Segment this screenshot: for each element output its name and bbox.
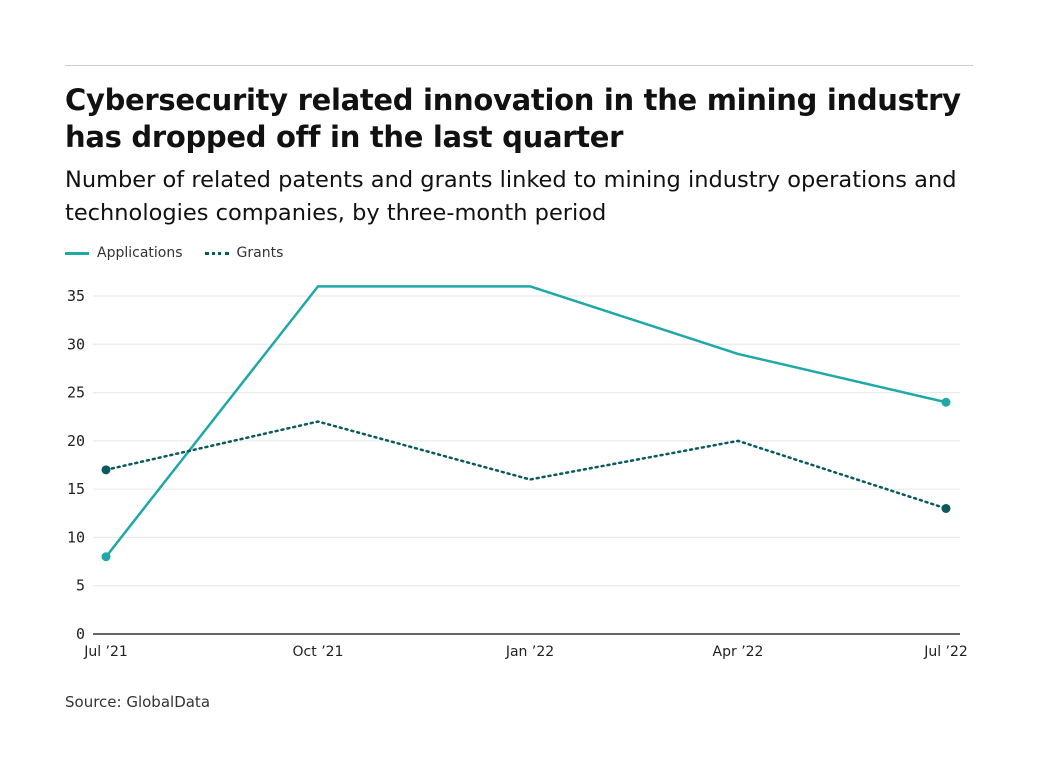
chart-subtitle: Number of related patents and grants lin… xyxy=(65,167,957,226)
legend-grants-label: Grants xyxy=(236,245,284,261)
y-tick-label: 25 xyxy=(67,384,85,402)
x-tick-label: Oct ’21 xyxy=(293,644,344,660)
x-tick-label: Jan ’22 xyxy=(505,644,554,660)
y-tick-label: 30 xyxy=(67,335,85,353)
data-point-applications xyxy=(101,552,111,562)
source-note: Source: GlobalData xyxy=(65,693,211,711)
y-tick-label: 15 xyxy=(67,480,85,498)
data-point-grants xyxy=(101,465,111,475)
top-rule xyxy=(65,65,973,66)
legend-grants-swatch xyxy=(204,251,229,255)
legend-applications-swatch xyxy=(65,251,89,255)
y-tick-label: 5 xyxy=(76,577,85,595)
x-tick-label: Jul ’21 xyxy=(83,644,128,660)
y-tick-label: 35 xyxy=(67,287,85,305)
chart-title: Cybersecurity related innovation in the … xyxy=(65,83,961,154)
series-line-grants xyxy=(104,420,948,510)
data-point-grants xyxy=(941,503,951,513)
y-tick-label: 20 xyxy=(67,432,85,450)
y-tick-label: 0 xyxy=(76,625,85,643)
data-point-applications xyxy=(941,397,951,407)
series-line-applications xyxy=(105,285,947,558)
legend-applications-label: Applications xyxy=(97,245,183,261)
x-tick-label: Apr ’22 xyxy=(713,644,764,660)
x-tick-label: Jul ’22 xyxy=(923,644,968,660)
y-tick-label: 10 xyxy=(67,528,85,546)
legend: Applications Grants xyxy=(65,245,283,261)
